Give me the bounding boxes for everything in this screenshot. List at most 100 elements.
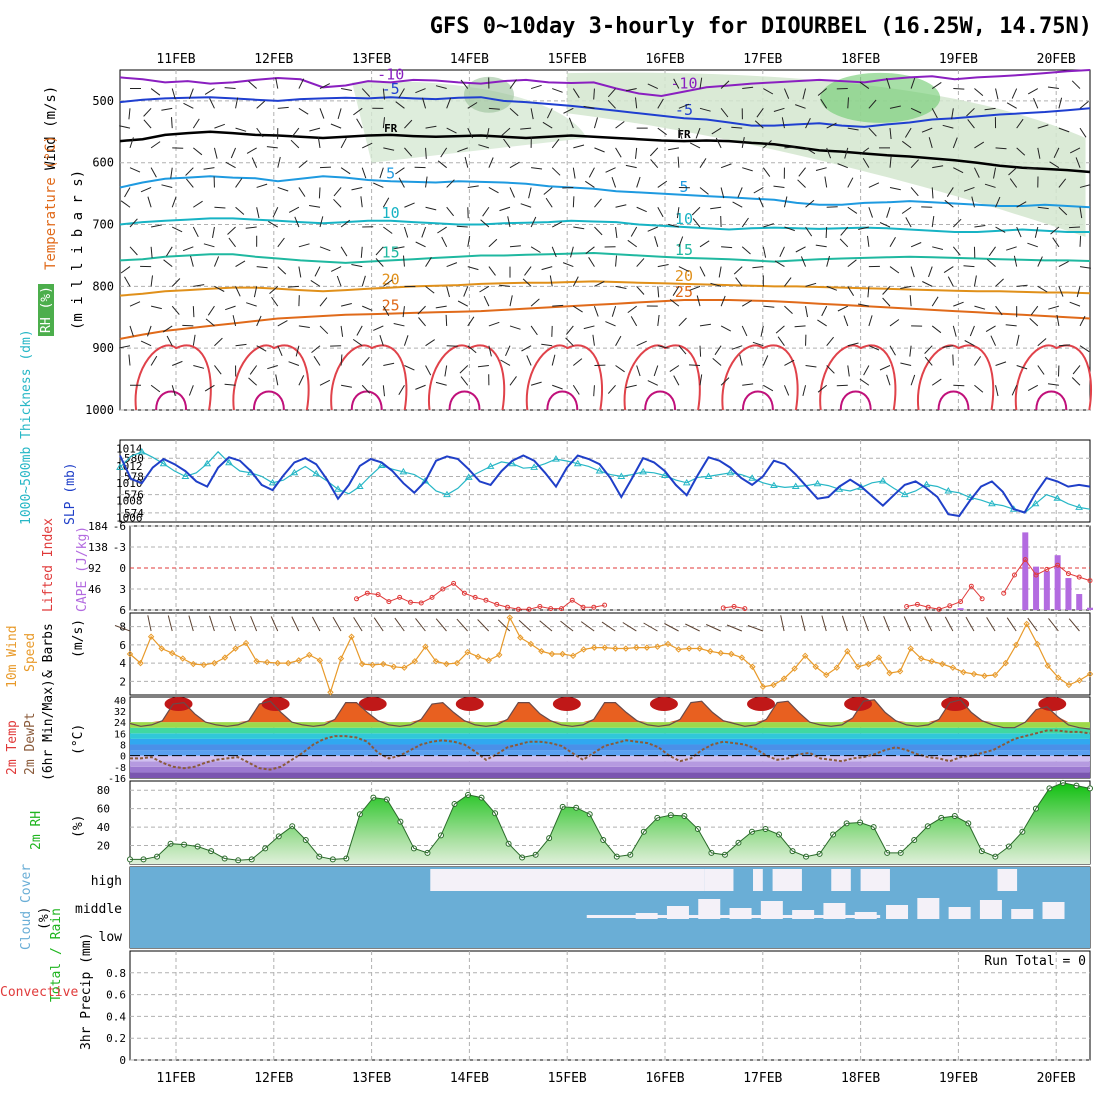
wind-barb: [531, 85, 541, 88]
cloud-ylabel: Cloud Cover: [19, 864, 34, 950]
wind-barb: [383, 385, 384, 396]
wind-barb: [246, 227, 257, 228]
wind-barb: [1017, 335, 1019, 346]
wind-barb: [1006, 247, 1016, 250]
wind-barb: [816, 168, 827, 171]
temp-tick-label: 0: [120, 752, 126, 763]
temp-peak: [1038, 697, 1066, 711]
wind-tick-label: 2: [119, 675, 126, 688]
wind-barb: [419, 318, 426, 326]
wind-barb: [869, 207, 873, 217]
wind-barb: [1077, 286, 1080, 297]
wind-barb: [311, 280, 320, 286]
cloud-high-block: [998, 869, 1018, 891]
wind-barb: [763, 168, 769, 177]
cloud-level-label: low: [99, 930, 123, 945]
wind-barb: [436, 306, 447, 308]
precip-label-group: 3hr Precip (mm)Total / Rain: [49, 908, 94, 1050]
date-label-bottom: 17FEB: [743, 1071, 782, 1086]
cloud-middle-block: [1011, 909, 1033, 919]
wind-barb: [144, 108, 152, 116]
chart-title: GFS 0~10day 3-hourly for DIOURBEL (16.25…: [430, 14, 1092, 39]
rh-label-group: 2m RH(%): [29, 811, 86, 850]
wind-barb: [953, 219, 961, 227]
cloud-middle-block: [949, 907, 971, 919]
y-tick-label: 900: [92, 341, 114, 355]
wind-barb: [910, 295, 911, 306]
wind-barb: [734, 267, 742, 275]
wind-barb: [868, 236, 869, 247]
wind-barb: [1048, 87, 1059, 89]
wind-barb: [464, 286, 468, 296]
wind-barb: [193, 335, 195, 346]
wind-barb: [257, 184, 267, 187]
wind-barb: [531, 168, 542, 169]
wind-barb: [650, 148, 657, 156]
wind-barb: [716, 138, 721, 148]
run-total-label: Run Total = 0: [984, 954, 1086, 969]
wind-barb: [953, 89, 964, 90]
wind-barb: [289, 362, 299, 366]
wind-barb: [236, 178, 242, 187]
wind-barb: [742, 384, 753, 385]
wind-barb: [648, 227, 658, 231]
wind-ylabel-c: & Barbs: [41, 623, 56, 678]
wind-barb: [1080, 267, 1091, 269]
temp-contour-30: [233, 345, 308, 410]
y-tick-label: 500: [92, 94, 114, 108]
precip-ylabel: 3hr Precip (mm): [79, 933, 94, 1050]
wind-barb: [164, 260, 173, 267]
wind-barb: [478, 365, 489, 366]
temp-color-band: [130, 722, 1090, 728]
isotherm-label: -5: [675, 101, 693, 119]
wind-barb: [594, 199, 601, 207]
date-label-top: 12FEB: [254, 52, 293, 67]
rh-ylabel: 2m RH: [29, 811, 44, 850]
date-label-bottom: 18FEB: [841, 1071, 880, 1086]
wind-barb: [784, 306, 792, 313]
wind-barb: [353, 339, 362, 345]
wind-barb: [848, 178, 853, 188]
wind-barb: [584, 326, 595, 329]
temp-contour-30: [429, 345, 504, 410]
slp-line: [120, 456, 1090, 517]
wind-barb-10m: [395, 618, 404, 631]
wind-barb: [130, 247, 137, 255]
wind-barb: [468, 186, 479, 188]
wind-barb: [172, 279, 180, 287]
wind-barb: [206, 319, 214, 326]
wind-barb: [151, 306, 162, 308]
wind-barb: [331, 124, 341, 128]
wind-barb: [483, 207, 489, 216]
wind-barb: [291, 140, 299, 148]
wind-barb: [1048, 306, 1059, 309]
temp-color-band: [130, 750, 1090, 756]
wind-barb: [426, 286, 435, 293]
wind-barb: [225, 88, 236, 89]
wind-barb: [468, 317, 474, 326]
wind-barb-10m: [519, 620, 531, 631]
temp-color-band: [130, 739, 1090, 745]
wind-barb: [932, 297, 938, 306]
wind-barb: [151, 89, 160, 96]
wind-barb-10m: [706, 625, 721, 632]
wind-barb-10m: [884, 616, 890, 631]
wind-barb: [608, 385, 615, 393]
wind-barb: [299, 187, 305, 196]
wind-barb: [437, 227, 446, 233]
wind-barb: [573, 145, 584, 148]
cape-tick-label: 184: [88, 520, 108, 533]
temp-tick-label: 24: [114, 718, 126, 729]
wind-barb: [902, 207, 911, 213]
wind-barb: [141, 341, 151, 346]
wind-barb: [991, 336, 996, 346]
date-label-top: 16FEB: [645, 52, 684, 67]
wind-barb: [214, 124, 224, 128]
wind-barb-10m: [925, 617, 932, 631]
wind-barb: [183, 247, 193, 251]
wind-barb: [637, 341, 647, 346]
cloud-middle-block: [730, 908, 752, 919]
wind-barb: [500, 207, 511, 210]
